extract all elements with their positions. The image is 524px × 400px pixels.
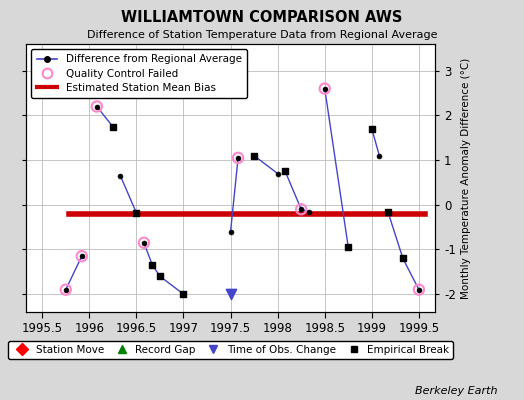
Point bbox=[140, 240, 148, 246]
Point bbox=[384, 208, 392, 215]
Point bbox=[399, 255, 407, 262]
Point bbox=[250, 152, 258, 159]
Text: WILLIAMTOWN COMPARISON AWS: WILLIAMTOWN COMPARISON AWS bbox=[122, 10, 402, 25]
Point bbox=[234, 155, 242, 161]
Point bbox=[61, 286, 70, 293]
Point bbox=[93, 103, 101, 110]
Point bbox=[344, 244, 353, 250]
Text: Difference of Station Temperature Data from Regional Average: Difference of Station Temperature Data f… bbox=[87, 30, 437, 40]
Point bbox=[78, 253, 86, 259]
Point bbox=[179, 291, 188, 297]
Point bbox=[414, 286, 423, 293]
Point bbox=[226, 291, 235, 297]
Point bbox=[108, 124, 117, 130]
Point bbox=[156, 273, 164, 280]
Text: Berkeley Earth: Berkeley Earth bbox=[416, 386, 498, 396]
Point bbox=[297, 206, 305, 212]
Legend: Station Move, Record Gap, Time of Obs. Change, Empirical Break: Station Move, Record Gap, Time of Obs. C… bbox=[8, 341, 453, 359]
Point bbox=[281, 168, 289, 174]
Point bbox=[368, 126, 376, 132]
Y-axis label: Monthly Temperature Anomaly Difference (°C): Monthly Temperature Anomaly Difference (… bbox=[461, 57, 472, 299]
Point bbox=[321, 86, 329, 92]
Point bbox=[132, 210, 140, 216]
Point bbox=[148, 262, 157, 268]
